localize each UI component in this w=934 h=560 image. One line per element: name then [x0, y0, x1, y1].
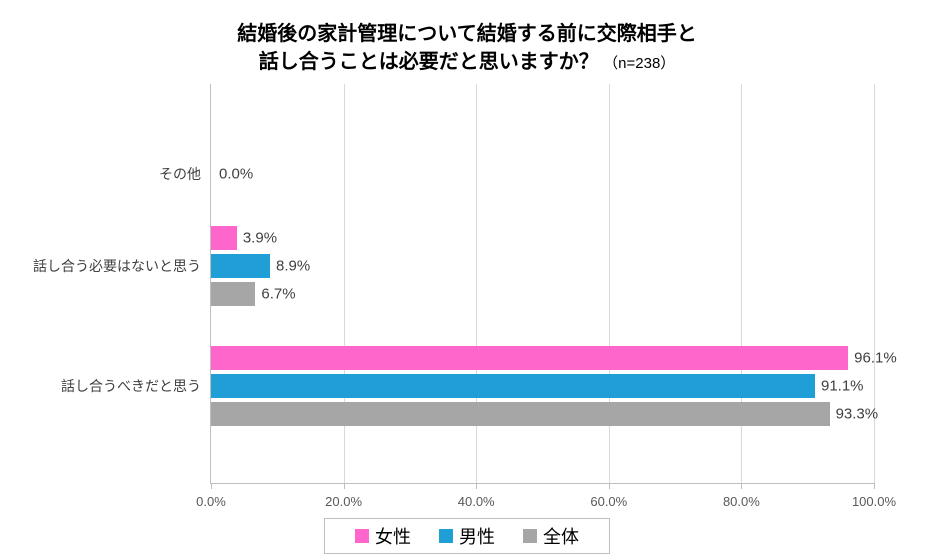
bar-value-label: 3.9% [237, 230, 277, 247]
x-tick-label: 100.0% [852, 494, 896, 509]
bar-value-label: 6.7% [255, 286, 295, 303]
x-tick [741, 483, 742, 489]
bar-all: 93.3% [211, 402, 830, 426]
x-tick [211, 483, 212, 489]
legend-item-all: 全体 [523, 523, 579, 549]
x-tick [476, 483, 477, 489]
sample-size: （n=238） [603, 55, 675, 72]
x-tick-label: 20.0% [325, 494, 362, 509]
legend-label-female: 女性 [375, 523, 411, 549]
x-tick-label: 60.0% [590, 494, 627, 509]
legend-swatch-female [355, 529, 369, 543]
bar-value-label: 8.9% [270, 258, 310, 275]
bar-all: 6.7% [211, 282, 255, 306]
plot-area: 0.0%20.0%40.0%60.0%80.0%100.0%その他0.0%話し合… [210, 84, 874, 484]
bar-value-label: 91.1% [815, 378, 864, 395]
legend-swatch-male [439, 529, 453, 543]
x-tick-label: 80.0% [723, 494, 760, 509]
bar-value-label: 93.3% [830, 406, 879, 423]
legend: 女性 男性 全体 [324, 518, 610, 554]
x-tick-label: 40.0% [458, 494, 495, 509]
bar-male: 91.1% [211, 374, 815, 398]
bar-male: 8.9% [211, 254, 270, 278]
bar-female: 3.9% [211, 226, 237, 250]
title-line-1: 結婚後の家計管理について結婚する前に交際相手と [237, 23, 696, 45]
legend-label-male: 男性 [459, 523, 495, 549]
title-line-2: 話し合うことは必要だと思いますか？ [259, 51, 599, 73]
x-tick [874, 483, 875, 489]
x-tick-label: 0.0% [196, 494, 226, 509]
category-label: その他 [159, 164, 211, 184]
bar-value-label: 96.1% [848, 350, 897, 367]
bar-female: 96.1% [211, 346, 848, 370]
grid-line [874, 84, 875, 483]
bar-value-label: 0.0% [219, 166, 253, 183]
legend-item-female: 女性 [355, 523, 411, 549]
legend-swatch-all [523, 529, 537, 543]
x-tick [609, 483, 610, 489]
category-label: 話し合う必要はないと思う [33, 256, 211, 276]
legend-label-all: 全体 [543, 523, 579, 549]
x-tick [344, 483, 345, 489]
chart-title: 結婚後の家計管理について結婚する前に交際相手と 話し合うことは必要だと思いますか… [30, 20, 904, 76]
legend-item-male: 男性 [439, 523, 495, 549]
category-label: 話し合うべきだと思う [61, 376, 211, 396]
chart-container: 結婚後の家計管理について結婚する前に交際相手と 話し合うことは必要だと思いますか… [0, 0, 934, 560]
